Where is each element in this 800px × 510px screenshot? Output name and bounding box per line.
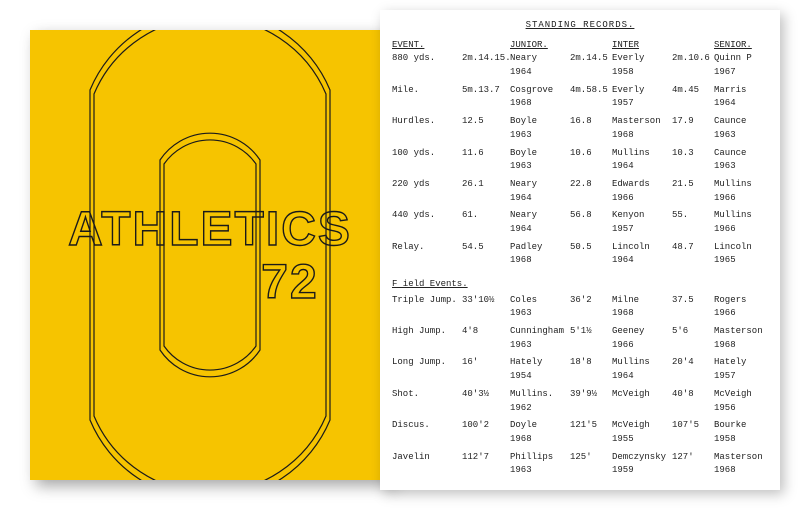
- record-row: Relay.54.5Padley50.5Lincoln48.7Lincoln: [392, 242, 768, 254]
- header-row: EVENT. JUNIOR. INTER SENIOR.: [392, 40, 768, 52]
- record-row: Discus.100'2Doyle121'5McVeigh107'5Bourke: [392, 420, 768, 432]
- record-year-row: 196819571964: [392, 98, 768, 110]
- record-year-row: 196319661968: [392, 340, 768, 352]
- field-events: Triple Jump.33'10½Coles36'2Milne37.5Roge…: [392, 295, 768, 483]
- record-year-row: 196419571966: [392, 224, 768, 236]
- cover-graphic: ATHLETICS 72: [30, 30, 390, 480]
- record-row: 440 yds.61.Neary56.8Kenyon55.Mullins: [392, 210, 768, 222]
- header-event: EVENT.: [392, 40, 462, 52]
- cover-year: 72: [261, 256, 318, 309]
- record-year-row: 196319591968: [392, 465, 768, 477]
- header-junior: JUNIOR.: [510, 40, 570, 52]
- record-year-row: 19621956: [392, 403, 768, 415]
- records-sheet: STANDING RECORDS. EVENT. JUNIOR. INTER S…: [380, 10, 780, 490]
- record-year-row: 195419641957: [392, 371, 768, 383]
- record-year-row: 196819551958: [392, 434, 768, 446]
- header-senior: SENIOR.: [714, 40, 774, 52]
- record-year-row: 196319641963: [392, 161, 768, 173]
- track-events: 880 yds.2m.14.15.Neary2m.14.5Everly2m.10…: [392, 53, 768, 273]
- record-row: Mile.5m.13.7Cosgrove4m.58.5Everly4m.45Ma…: [392, 85, 768, 97]
- record-row: 100 yds.11.6Boyle10.6Mullins10.3Caunce: [392, 148, 768, 160]
- header-inter: INTER: [612, 40, 672, 52]
- record-year-row: 196819641965: [392, 255, 768, 267]
- record-row: Javelin112'7Phillips125'Demczynsky127'Ma…: [392, 452, 768, 464]
- records-title: STANDING RECORDS.: [392, 20, 768, 32]
- record-row: Hurdles.12.5Boyle16.8Masterson17.9Caunce: [392, 116, 768, 128]
- record-row: High Jump.4'8Cunningham5'1½Geeney5'6Mast…: [392, 326, 768, 338]
- field-section-label: F ield Events.: [392, 279, 768, 291]
- record-year-row: 196419661966: [392, 193, 768, 205]
- record-row: Shot.40'3½Mullins.39'9½McVeigh40'8McVeig…: [392, 389, 768, 401]
- record-row: Triple Jump.33'10½Coles36'2Milne37.5Roge…: [392, 295, 768, 307]
- record-row: 880 yds.2m.14.15.Neary2m.14.5Everly2m.10…: [392, 53, 768, 65]
- record-year-row: 196319681963: [392, 130, 768, 142]
- cover-title: ATHLETICS: [68, 203, 352, 256]
- record-row: 220 yds26.1Neary22.8Edwards21.5Mullins: [392, 179, 768, 191]
- cover-card: ATHLETICS 72: [30, 30, 390, 480]
- record-year-row: 196319681966: [392, 308, 768, 320]
- record-row: Long Jump.16'Hately18'8Mullins20'4Hately: [392, 357, 768, 369]
- record-year-row: 196419581967: [392, 67, 768, 79]
